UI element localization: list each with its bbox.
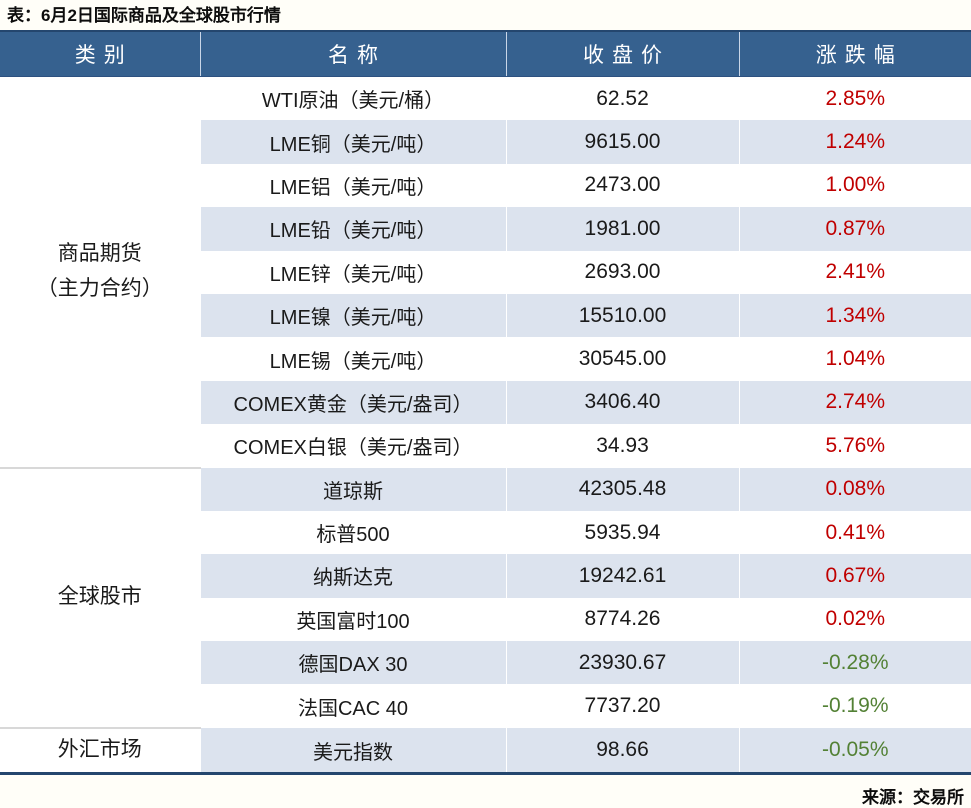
name-cell: LME锌（美元/吨）	[199, 250, 506, 294]
column-header-change: 涨跌幅	[738, 31, 971, 77]
table-header: 类别 名称 收盘价 涨跌幅	[0, 31, 971, 77]
market-quotes-table: 类别 名称 收盘价 涨跌幅 商品期货 （主力合约） WTI原油（美元/桶） 62.5…	[0, 30, 971, 776]
source-note: 来源：交易所	[862, 788, 964, 808]
close-cell: 7737.20	[505, 684, 739, 728]
name-cell: 德国DAX 30	[199, 641, 506, 685]
change-cell: -0.19%	[738, 684, 971, 728]
close-cell: 23930.67	[505, 641, 739, 685]
change-cell: 0.02%	[738, 597, 971, 642]
table-row: 英国富时100 8774.26 0.02%	[0, 597, 971, 642]
change-cell: 0.08%	[738, 467, 971, 511]
table-row: 法国CAC 40 7737.20 -0.19%	[0, 684, 971, 728]
change-cell: 0.87%	[738, 207, 971, 251]
close-cell: 9615.00	[505, 120, 739, 164]
close-cell: 8774.26	[505, 597, 739, 642]
table-row: LME锡（美元/吨） 30545.00 1.04%	[0, 337, 971, 381]
table-row: LME镍（美元/吨） 15510.00 1.34%	[0, 293, 971, 338]
change-cell: 1.24%	[738, 120, 971, 164]
column-header-name: 名称	[199, 31, 506, 77]
table-row: LME锌（美元/吨） 2693.00 2.41%	[0, 250, 971, 294]
change-cell: 1.00%	[738, 163, 971, 208]
change-cell: 1.34%	[738, 293, 971, 338]
header-row: 类别 名称 收盘价 涨跌幅	[0, 31, 971, 77]
name-cell: LME铜（美元/吨）	[199, 120, 506, 164]
table-row: COMEX白银（美元/盎司） 34.93 5.76%	[0, 424, 971, 468]
change-cell: -0.05%	[738, 727, 971, 774]
name-cell: WTI原油（美元/桶）	[199, 76, 506, 121]
change-cell: 5.76%	[738, 424, 971, 468]
name-cell: COMEX白银（美元/盎司）	[199, 424, 506, 468]
table-row: 商品期货 （主力合约） WTI原油（美元/桶） 62.52 2.85%	[0, 76, 971, 468]
category-cell: 商品期货 （主力合约）	[0, 76, 200, 468]
table-row: 标普500 5935.94 0.41%	[0, 510, 971, 555]
close-cell: 34.93	[505, 424, 739, 468]
table-row: LME铜（美元/吨） 9615.00 1.24%	[0, 120, 971, 164]
table-row: 全球股市 道琼斯 42305.48 0.08%	[0, 466, 971, 728]
table-row: COMEX黄金（美元/盎司） 3406.40 2.74%	[0, 380, 971, 425]
table-body: 商品期货 （主力合约） WTI原油（美元/桶） 62.52 2.85% LME铜（美元/…	[0, 76, 971, 774]
change-cell: 2.85%	[738, 76, 971, 121]
table-row: 德国DAX 30 23930.67 -0.28%	[0, 641, 971, 685]
name-cell: 标普500	[199, 510, 506, 555]
change-cell: 2.74%	[738, 380, 971, 425]
close-cell: 2693.00	[505, 250, 739, 294]
close-cell: 19242.61	[505, 554, 739, 598]
category-cell: 外汇市场	[0, 726, 200, 774]
close-cell: 2473.00	[505, 163, 739, 208]
name-cell: 美元指数	[199, 727, 506, 774]
close-cell: 3406.40	[505, 380, 739, 425]
change-cell: 0.67%	[738, 554, 971, 598]
category-cell: 全球股市	[0, 466, 200, 728]
change-cell: -0.28%	[738, 641, 971, 685]
change-cell: 0.41%	[738, 510, 971, 555]
close-cell: 30545.00	[505, 337, 739, 381]
close-cell: 62.52	[505, 76, 739, 121]
close-cell: 15510.00	[505, 293, 739, 338]
table-row: 纳斯达克 19242.61 0.67%	[0, 554, 971, 598]
name-cell: 英国富时100	[199, 597, 506, 642]
column-header-close: 收盘价	[505, 31, 739, 77]
table-row: LME铅（美元/吨） 1981.00 0.87%	[0, 207, 971, 251]
change-cell: 2.41%	[738, 250, 971, 294]
name-cell: LME铝（美元/吨）	[199, 163, 506, 208]
name-cell: COMEX黄金（美元/盎司）	[199, 380, 506, 425]
column-header-category: 类别	[0, 31, 200, 77]
table-row: 外汇市场 美元指数 98.66 -0.05%	[0, 726, 971, 774]
page-title: 表：6月2日国际商品及全球股市行情	[7, 6, 281, 25]
close-cell: 98.66	[505, 727, 739, 774]
name-cell: 道琼斯	[199, 467, 506, 511]
close-cell: 1981.00	[505, 207, 739, 251]
name-cell: LME镍（美元/吨）	[199, 293, 506, 338]
close-cell: 42305.48	[505, 467, 739, 511]
name-cell: LME铅（美元/吨）	[199, 207, 506, 251]
name-cell: 法国CAC 40	[199, 684, 506, 728]
close-cell: 5935.94	[505, 510, 739, 555]
name-cell: 纳斯达克	[199, 554, 506, 598]
change-cell: 1.04%	[738, 337, 971, 381]
table-row: LME铝（美元/吨） 2473.00 1.00%	[0, 163, 971, 208]
name-cell: LME锡（美元/吨）	[199, 337, 506, 381]
